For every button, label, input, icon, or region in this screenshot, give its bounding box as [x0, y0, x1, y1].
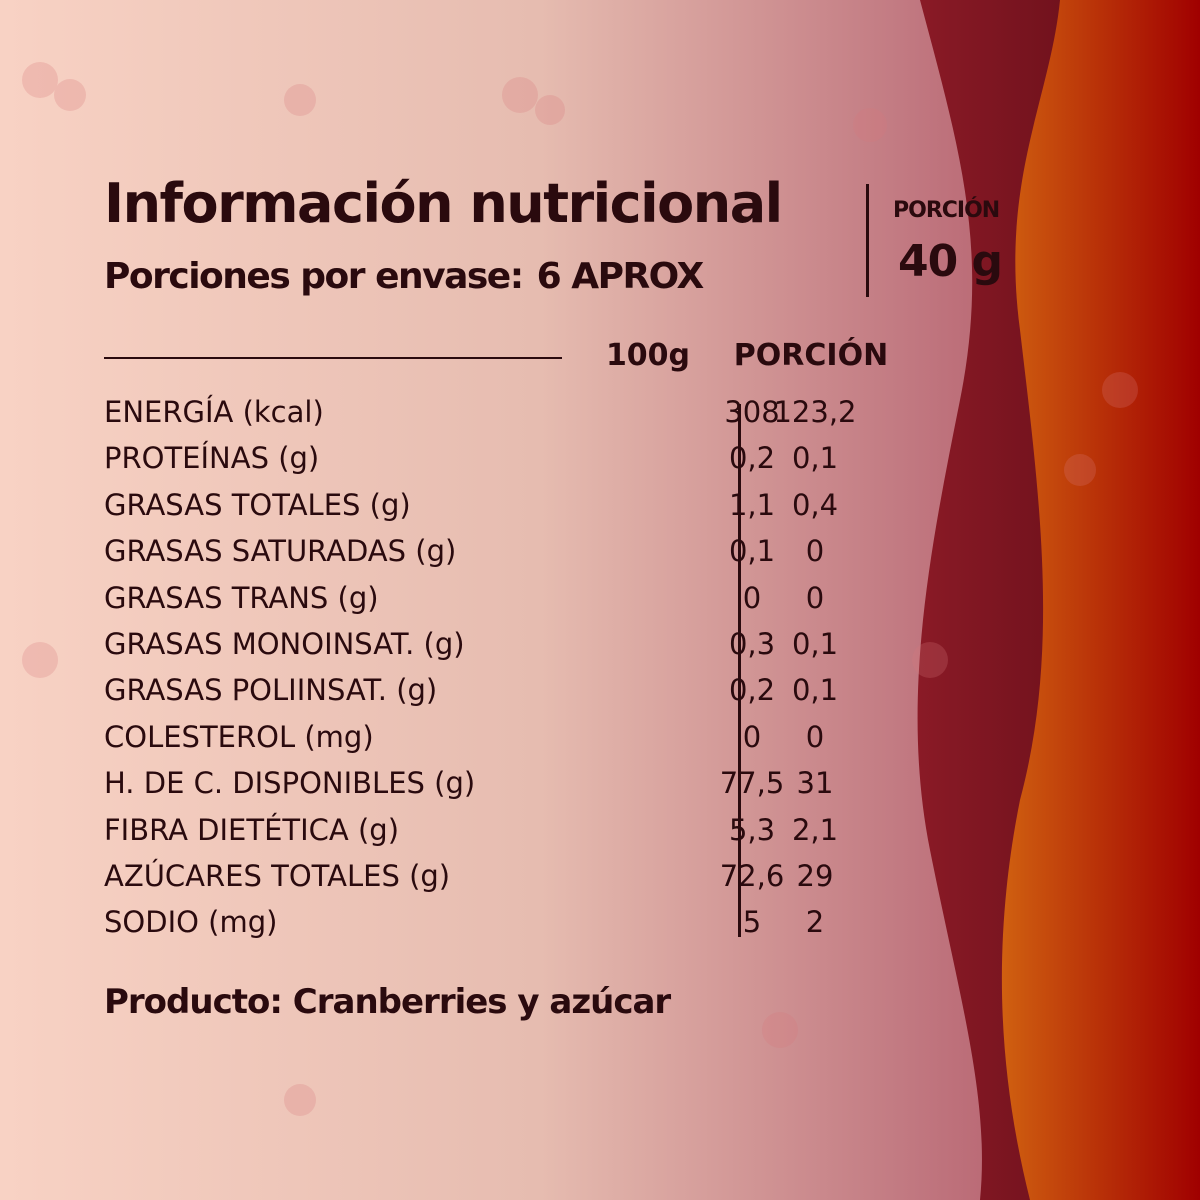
servings-value: 6 APROX: [536, 256, 705, 297]
value-per-portion: 0: [805, 719, 825, 754]
nutrient-name: GRASAS TOTALES (g): [104, 487, 411, 522]
value-per-100g: 5,3: [728, 812, 776, 847]
nutrition-table: ENERGÍA (kcal) 308 123,2 PROTEÍNAS (g) 0,2 0,…: [104, 392, 904, 949]
nutrient-name: ENERGÍA (kcal): [104, 395, 324, 429]
nutrient-name: FIBRA DIETÉTICA (g): [104, 812, 400, 847]
nutrient-name: GRASAS SATURADAS (g): [104, 534, 457, 569]
value-per-100g: 77,5: [719, 766, 785, 801]
nutrient-name: SODIO (mg): [104, 905, 278, 940]
servings-per-container: Porciones por envase: 6 APROX: [104, 256, 705, 297]
table-row: H. DE C. DISPONIBLES (g) 77,5 31: [104, 763, 904, 809]
nutrient-name: H. DE C. DISPONIBLES (g): [104, 766, 476, 801]
value-per-portion: 0: [805, 534, 825, 569]
product-ingredients: Producto: Cranberries y azúcar: [104, 982, 671, 1022]
value-per-portion: 29: [796, 858, 834, 893]
table-row: GRASAS TRANS (g) 0 0: [104, 578, 904, 624]
nutrient-name: PROTEÍNAS (g): [104, 441, 320, 476]
portion-label: PORCIÓN: [893, 198, 1000, 223]
value-per-portion: 31: [796, 766, 834, 801]
value-per-100g: 0,2: [728, 673, 776, 708]
orange-wave: [1001, 0, 1200, 1200]
table-row: GRASAS SATURADAS (g) 0,1 0: [104, 531, 904, 577]
column-divider: [738, 404, 741, 937]
value-per-100g: 0: [742, 580, 762, 615]
nutrient-name: GRASAS MONOINSAT. (g): [104, 626, 465, 661]
value-per-portion: 0,4: [791, 487, 839, 522]
column-header-portion: PORCIÓN: [733, 338, 889, 373]
nutrient-name: GRASAS TRANS (g): [104, 580, 379, 615]
nutrient-name: GRASAS POLIINSAT. (g): [104, 673, 438, 708]
table-row: GRASAS MONOINSAT. (g) 0,3 0,1: [104, 624, 904, 670]
column-header-100g: 100g: [605, 338, 691, 373]
page-title: Información nutricional: [104, 172, 783, 235]
table-row: FIBRA DIETÉTICA (g) 5,3 2,1: [104, 810, 904, 856]
portion-value: 40 g: [898, 236, 1003, 287]
value-per-100g: 0,1: [728, 534, 776, 569]
value-per-100g: 308: [724, 395, 780, 429]
table-row: GRASAS TOTALES (g) 1,1 0,4: [104, 485, 904, 531]
value-per-portion: 2: [805, 905, 825, 940]
value-per-100g: 1,1: [728, 487, 776, 522]
value-per-portion: 2,1: [791, 812, 839, 847]
value-per-portion: 0,1: [791, 673, 839, 708]
header-divider: [866, 184, 869, 297]
value-per-100g: 0,3: [728, 626, 776, 661]
table-row: COLESTEROL (mg) 0 0: [104, 717, 904, 763]
table-row: AZÚCARES TOTALES (g) 72,6 29: [104, 856, 904, 902]
value-per-100g: 5: [742, 905, 762, 940]
table-row: ENERGÍA (kcal) 308 123,2: [104, 392, 904, 438]
table-row: GRASAS POLIINSAT. (g) 0,2 0,1: [104, 670, 904, 716]
value-per-portion: 0,1: [791, 626, 839, 661]
value-per-100g: 0: [742, 719, 762, 754]
value-per-100g: 72,6: [719, 858, 785, 893]
table-row: PROTEÍNAS (g) 0,2 0,1: [104, 438, 904, 484]
table-row: SODIO (mg) 5 2: [104, 902, 904, 948]
value-per-portion: 0: [805, 580, 825, 615]
value-per-portion: 123,2: [773, 395, 857, 429]
table-header-rule: [104, 357, 562, 359]
nutrient-name: COLESTEROL (mg): [104, 719, 374, 754]
nutrient-name: AZÚCARES TOTALES (g): [104, 858, 451, 893]
value-per-portion: 0,1: [791, 441, 839, 476]
value-per-100g: 0,2: [728, 441, 776, 476]
servings-label: Porciones por envase:: [104, 256, 524, 297]
